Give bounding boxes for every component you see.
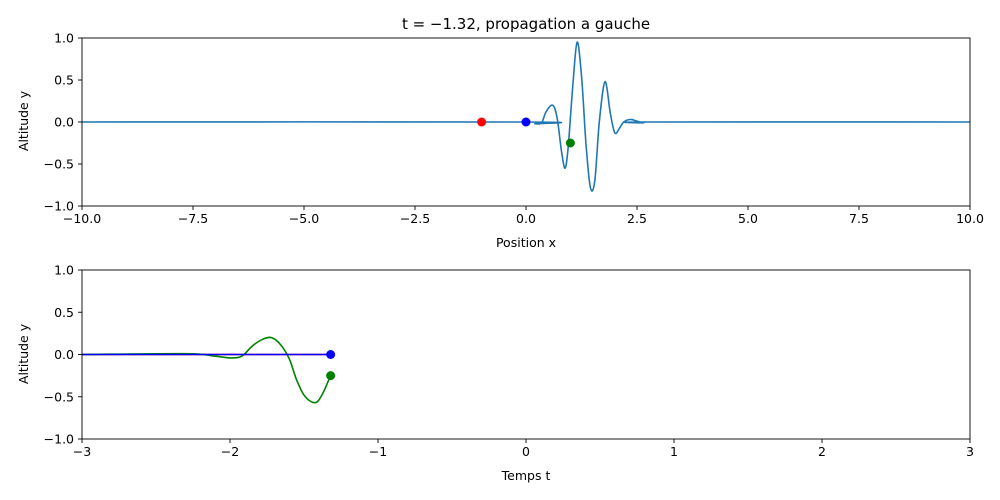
data-point [477, 117, 487, 127]
x-tick-label: 3 [966, 444, 974, 459]
x-tick-label: 5.0 [738, 211, 758, 226]
x-tick-label: −7.5 [178, 211, 208, 226]
data-point [565, 138, 575, 148]
position-panel: t = −1.32, propagation a gauche −10.0 −7.… [16, 15, 984, 250]
y-tick-label: −1.0 [44, 432, 74, 447]
series-line [81, 41, 971, 192]
x-tick-label: 1 [670, 444, 678, 459]
y-axis-label: Altitude y [16, 90, 31, 151]
y-tick-label: 0.5 [54, 305, 74, 320]
y-tick-label: 0.0 [54, 347, 74, 362]
y-tick-label: −1.0 [44, 199, 74, 214]
series-line [81, 336, 332, 404]
x-tick-label: −2.5 [400, 211, 430, 226]
y-tick-label: 0.0 [54, 115, 74, 130]
y-tick-label: −0.5 [44, 157, 74, 172]
x-tick-label: −10.0 [63, 211, 101, 226]
data-point [326, 371, 336, 381]
position-plot-area: −10.0 −7.5 −5.0 −2.5 0.0 2.5 5.0 7.5 10.0 −1.0 −0.… [44, 31, 984, 227]
y-axis-label: Altitude y [16, 323, 31, 384]
data-point [326, 350, 336, 359]
y-tick-label: 1.0 [54, 263, 74, 278]
x-tick-label: 2 [818, 444, 826, 459]
y-tick-label: 0.5 [54, 73, 74, 88]
x-axis-label: Temps t [501, 468, 551, 483]
time-plot-area: −3 −2 −1 0 1 2 3 −1.0 −0.5 0.0 0.5 1.0 [44, 263, 974, 460]
time-panel: −3 −2 −1 0 1 2 3 −1.0 −0.5 0.0 0.5 1.0 Temps t Alti… [16, 263, 974, 484]
x-tick-label: −5.0 [289, 211, 319, 226]
x-tick-label: −1 [369, 444, 387, 459]
x-tick-label: 2.5 [627, 211, 647, 226]
y-tick-label: 1.0 [54, 31, 74, 46]
data-point [521, 117, 531, 127]
chart-title: t = −1.32, propagation a gauche [402, 15, 650, 33]
x-tick-label: −2 [221, 444, 239, 459]
x-tick-label: 10.0 [956, 211, 984, 226]
x-tick-label: 7.5 [849, 211, 869, 226]
x-axis-label: Position x [496, 235, 556, 250]
x-tick-label: 0 [522, 444, 530, 459]
y-tick-label: −0.5 [44, 389, 74, 404]
x-tick-label: 0.0 [516, 211, 536, 226]
x-tick-label: −3 [73, 444, 91, 459]
